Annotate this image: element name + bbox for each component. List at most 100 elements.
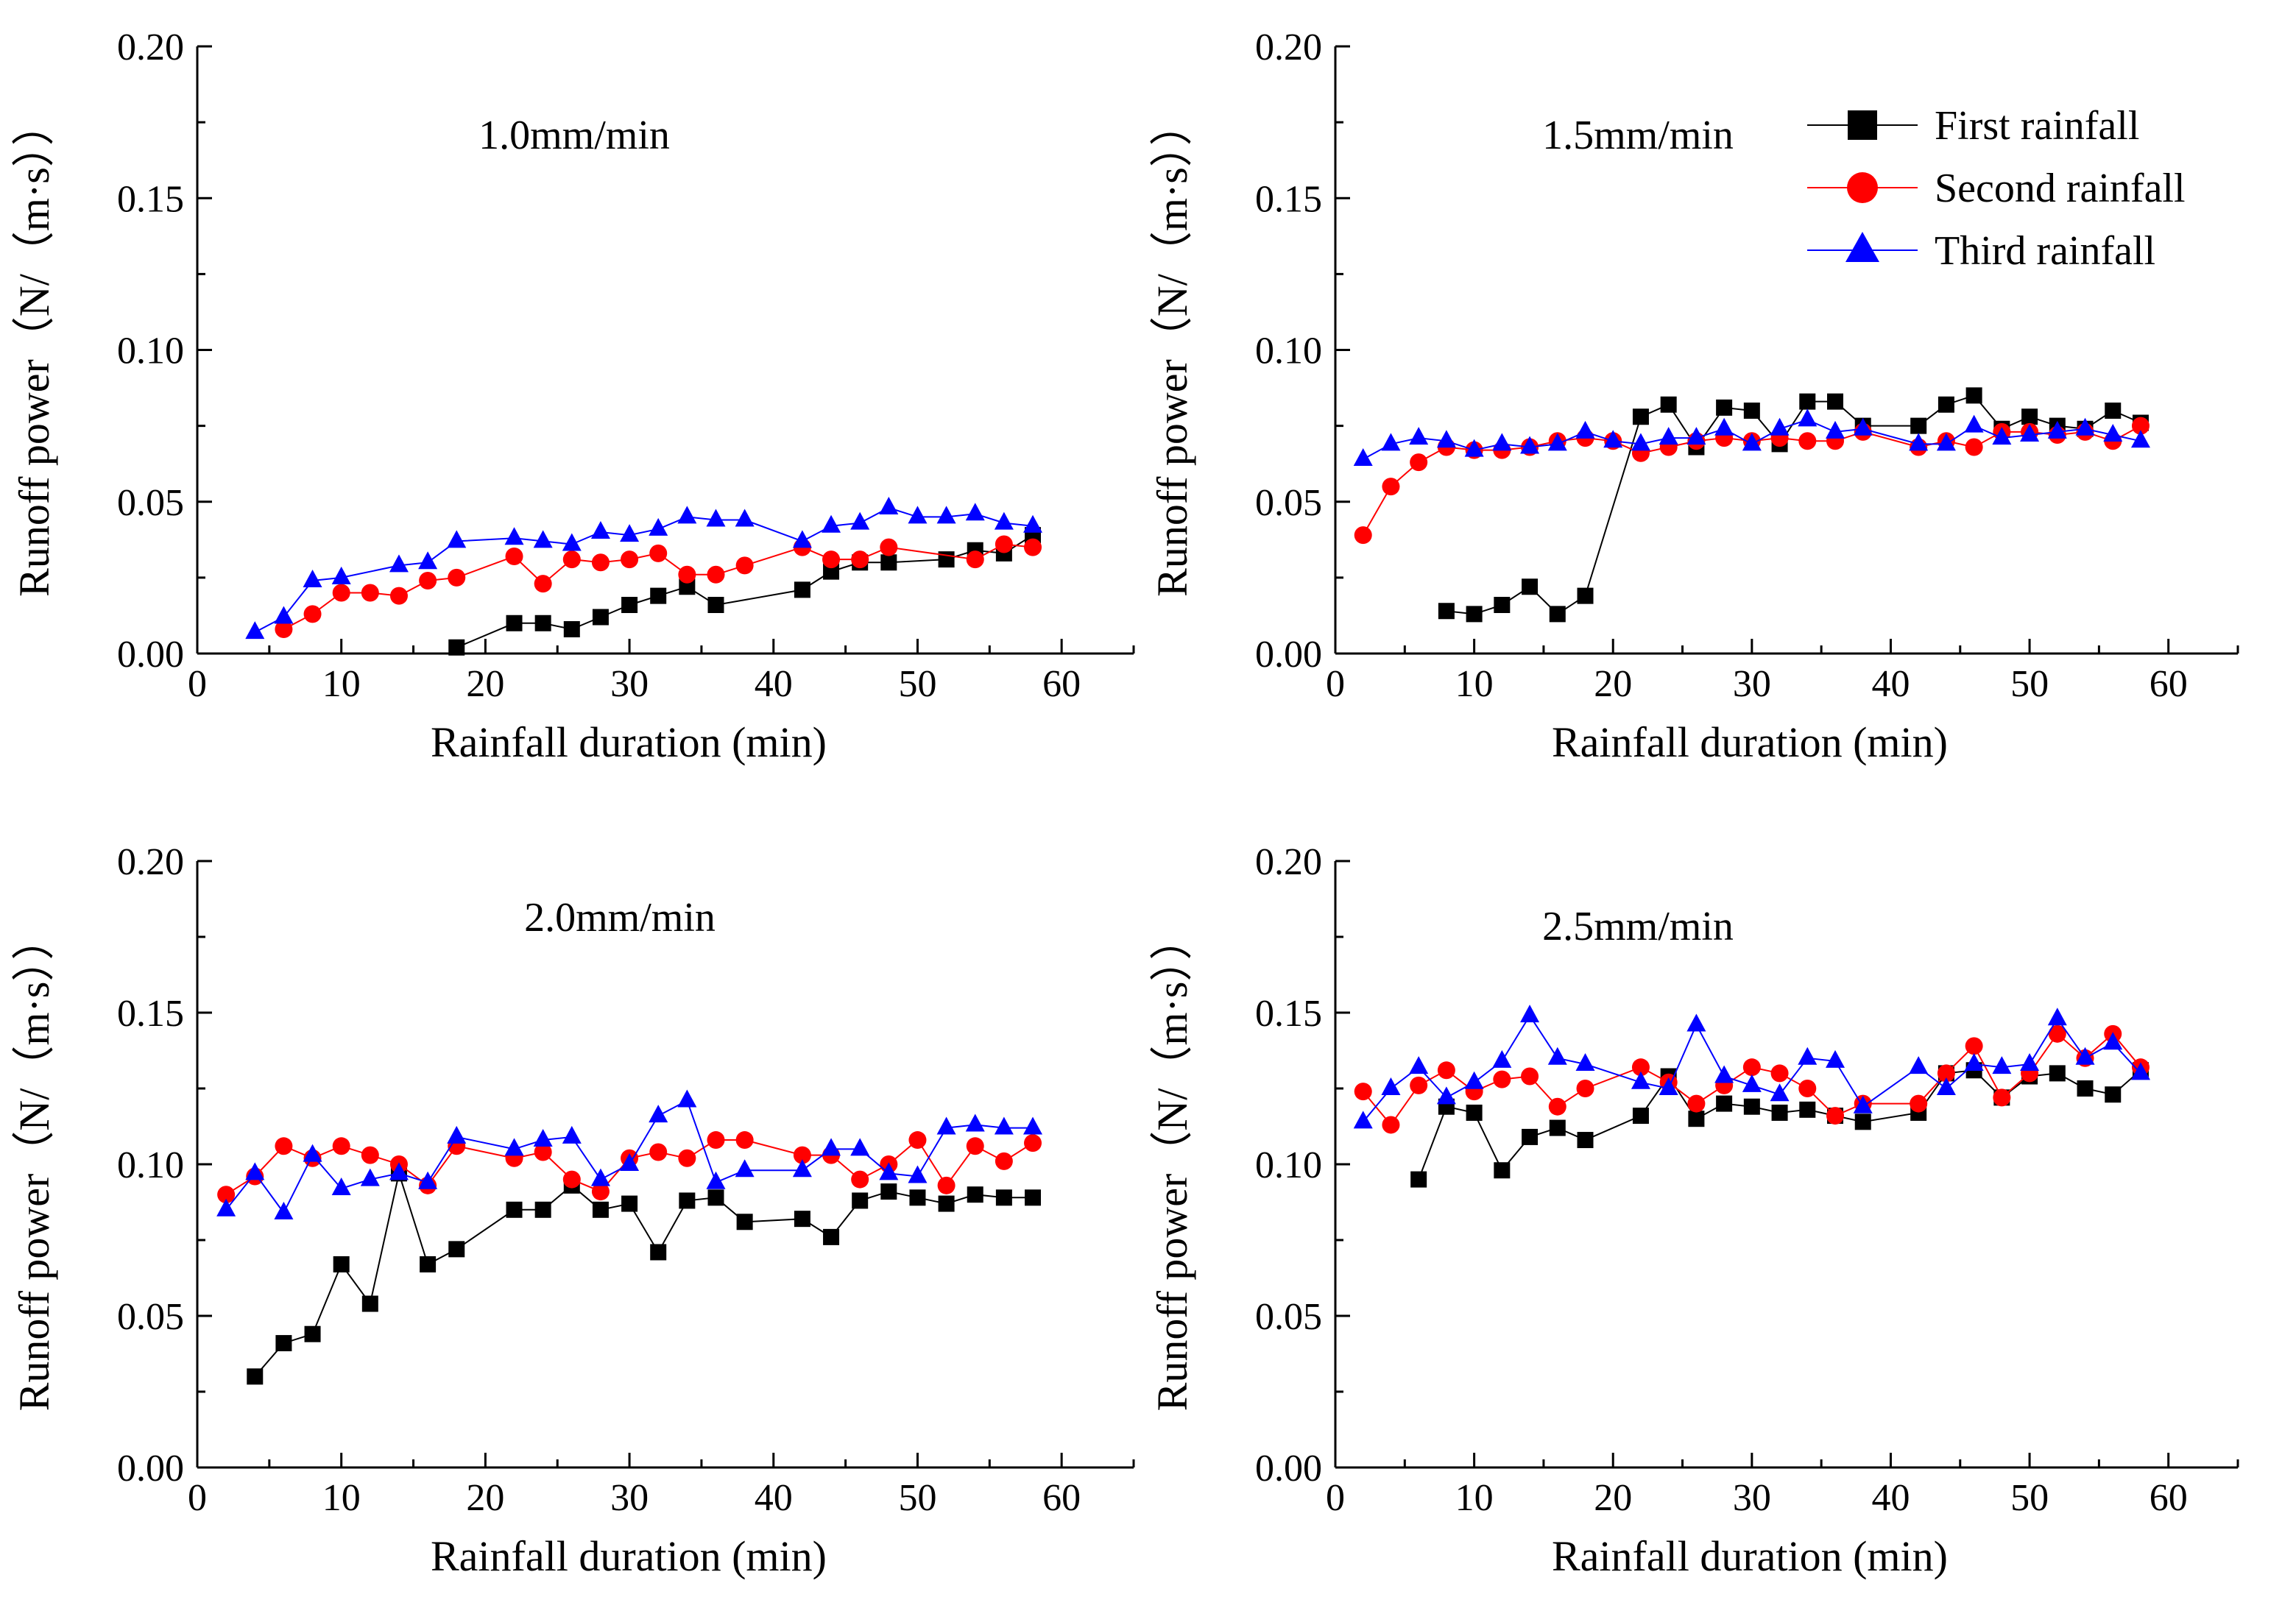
data-point-triangle [1853, 417, 1873, 436]
data-point-triangle [1909, 1056, 1929, 1074]
data-point-circle [1770, 1064, 1789, 1083]
data-point-circle [361, 1146, 379, 1164]
data-point-triangle [1659, 427, 1678, 445]
series-line-3 [1363, 419, 2141, 460]
data-point-triangle [1492, 433, 1512, 451]
data-point-square [361, 1295, 378, 1312]
rainfall-intensity-label: 1.5mm/min [1542, 113, 1734, 158]
data-point-triangle [1992, 427, 2012, 445]
x-tick-label: 10 [1455, 663, 1494, 705]
data-point-triangle [822, 1138, 841, 1156]
data-point-triangle [706, 1171, 726, 1189]
data-point-circle [822, 550, 841, 569]
data-point-square [1743, 403, 1760, 419]
data-point-square [1466, 606, 1483, 623]
data-point-square [1910, 417, 1927, 434]
data-point-triangle [389, 554, 409, 573]
chart-panel-3: 0.00 0.05 0.10 0.15 0.20 0 10 20 30 40 50 60 Rainfal… [10, 841, 1135, 1580]
data-point-square [2049, 1065, 2066, 1082]
data-point-square [304, 1325, 321, 1342]
data-point-triangle [1659, 1077, 1678, 1095]
data-point-triangle [562, 1125, 582, 1144]
data-point-circle [621, 550, 639, 569]
data-point-circle [361, 584, 379, 602]
data-point-square [1549, 606, 1566, 623]
y-tick-label: 0.10 [117, 330, 184, 372]
data-point-triangle [1575, 420, 1595, 439]
data-point-circle [1024, 538, 1042, 556]
data-point-triangle [2020, 424, 2040, 442]
data-point-circle [1410, 1076, 1428, 1094]
data-point-square [650, 587, 667, 604]
data-point-square [1494, 597, 1511, 613]
series-line-2 [1362, 425, 2141, 536]
data-point-square [1799, 1101, 1816, 1118]
x-tick-label: 50 [2010, 663, 2049, 705]
data-point-circle [1826, 1107, 1845, 1125]
data-point-triangle [1714, 417, 1734, 436]
data-point-triangle [1936, 433, 1956, 451]
y-axis-title: Runoff power（N/（m·s）） [1148, 103, 1196, 597]
data-point-circle [1631, 1058, 1650, 1077]
y-tick-label: 0.10 [117, 1144, 184, 1186]
x-tick-label: 10 [322, 1477, 361, 1519]
data-point-square [1660, 396, 1677, 413]
data-point-circle [735, 1131, 754, 1150]
data-point-circle [1910, 1094, 1928, 1113]
data-point-square [1025, 1189, 1042, 1206]
x-tick-label: 50 [898, 1477, 936, 1519]
data-point-square [534, 1201, 551, 1218]
x-tick-label: 10 [322, 663, 361, 705]
data-point-square [794, 1211, 810, 1228]
data-point-triangle [649, 1105, 668, 1123]
x-tick-label: 30 [1733, 1477, 1771, 1519]
data-point-square [650, 1244, 667, 1261]
data-point-triangle [965, 1113, 985, 1132]
y-tick-label: 0.20 [117, 26, 184, 68]
data-point-square [1494, 1162, 1511, 1179]
rainfall-intensity-label: 2.0mm/min [524, 895, 716, 941]
x-tick-label: 40 [755, 1477, 793, 1519]
data-point-triangle [908, 506, 928, 524]
data-point-circle [505, 548, 523, 565]
data-point-triangle [447, 530, 467, 548]
data-point-triangle [1686, 1013, 1706, 1032]
y-tick-label: 0.20 [117, 841, 184, 883]
data-point-triangle [1547, 1047, 1567, 1065]
data-point-triangle [1714, 1065, 1734, 1083]
data-point-square [420, 1256, 437, 1272]
data-point-circle [217, 1186, 236, 1204]
data-point-circle [1687, 1094, 1706, 1113]
data-point-square [707, 1189, 724, 1206]
x-tick-label: 30 [610, 1477, 649, 1519]
data-point-triangle [303, 1144, 322, 1162]
data-point-triangle [1575, 1053, 1595, 1072]
data-point-triangle [994, 511, 1014, 530]
data-point-triangle [908, 1165, 928, 1183]
data-point-circle [1354, 1083, 1372, 1101]
data-point-triangle [936, 506, 956, 524]
data-point-triangle [1547, 433, 1567, 451]
data-point-triangle [389, 1162, 409, 1180]
data-point-triangle [1798, 408, 1818, 427]
data-point-triangle [1353, 1111, 1373, 1129]
data-point-circle [649, 544, 668, 562]
y-tick-label: 0.20 [1255, 841, 1322, 883]
rainfall-intensity-label: 2.5mm/min [1542, 904, 1734, 949]
data-point-square [1577, 1132, 1594, 1149]
data-point-square [707, 597, 724, 613]
data-point-triangle [2047, 420, 2067, 439]
x-tick-label: 60 [1042, 1477, 1081, 1519]
data-point-square [938, 551, 955, 568]
data-point-circle [1410, 453, 1428, 472]
x-axis-title: Rainfall duration (min) [1552, 718, 1948, 766]
y-tick-label: 0.00 [117, 634, 184, 676]
data-point-triangle [1381, 433, 1401, 451]
y-tick-label: 0.10 [1255, 330, 1322, 372]
data-point-square [1799, 393, 1816, 410]
data-point-triangle [1909, 433, 1929, 451]
data-point-triangle [418, 551, 438, 570]
data-point-square [1716, 399, 1733, 416]
data-point-circle [1798, 432, 1817, 450]
